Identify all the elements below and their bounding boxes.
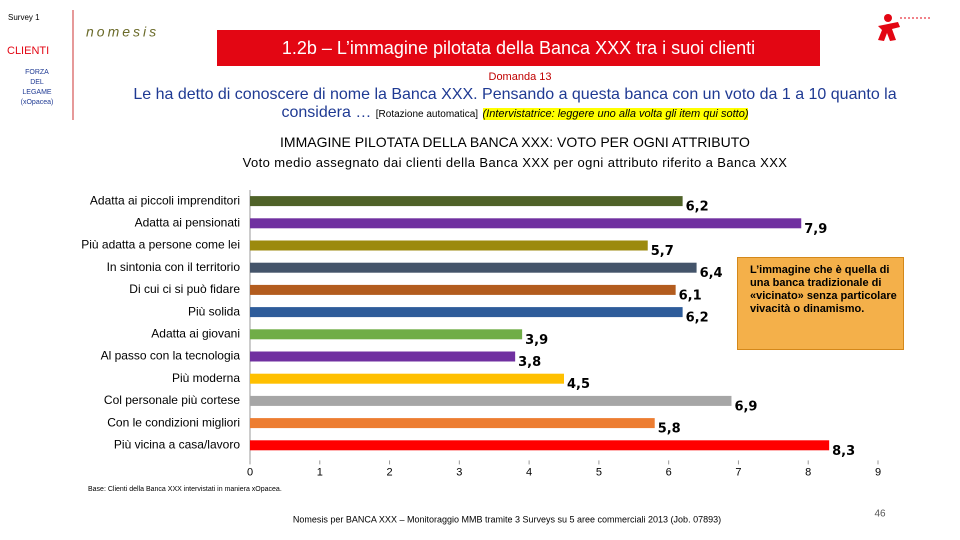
logo: nomesis <box>86 24 159 40</box>
value-label-bg <box>732 397 761 416</box>
bar <box>250 196 683 207</box>
survey-label: Survey 1 <box>8 13 40 22</box>
bar <box>250 284 676 295</box>
question: Le ha detto di conoscere di nome la Banc… <box>100 86 930 124</box>
value-label-group: 6,2 <box>683 309 712 328</box>
value-label-group: 6,9 <box>732 397 761 416</box>
category-label: Adatta ai piccoli imprenditori <box>90 193 240 207</box>
x-tick-label: 2 <box>386 466 392 478</box>
value-label: 5,8 <box>658 422 681 437</box>
value-label: 3,8 <box>518 355 541 370</box>
value-label: 6,2 <box>686 311 709 326</box>
x-tick-label: 6 <box>666 466 672 478</box>
bar <box>250 218 802 229</box>
bar <box>250 351 516 362</box>
base-note: Base: Clienti della Banca XXX intervista… <box>88 486 282 493</box>
value-label-group: 4,5 <box>565 375 593 394</box>
category-label: Col personale più cortese <box>104 393 240 407</box>
value-label-group: 3,8 <box>516 353 545 372</box>
value-label-bg <box>565 375 593 394</box>
value-label-group: 6,2 <box>683 198 712 217</box>
value-label-bg <box>523 331 552 350</box>
bar <box>250 373 564 384</box>
sidebar-text: DEL <box>30 79 44 86</box>
category-label: Più adatta a persone come lei <box>81 238 240 252</box>
value-label: 6,4 <box>700 266 723 281</box>
value-label: 4,5 <box>567 377 590 392</box>
interviewer-note: (Intervistatrice: leggere uno alla volta… <box>482 108 749 120</box>
value-label-bg <box>683 309 712 328</box>
value-label: 6,2 <box>686 200 709 215</box>
bar <box>250 440 830 451</box>
value-label-bg <box>683 198 712 217</box>
category-label: Con le condizioni migliori <box>107 415 240 429</box>
value-label-group: 6,4 <box>697 264 726 283</box>
slide-title: 1.2b – L’immagine pilotata della Banca X… <box>217 30 820 66</box>
value-label-group: 7,9 <box>802 220 831 239</box>
x-tick-label: 0 <box>247 466 253 478</box>
chart-subtitle: Voto medio assegnato dai clienti della B… <box>242 155 788 170</box>
value-label-bg <box>697 264 726 283</box>
annotation: L’immagine che è quella di una banca tra… <box>737 257 904 350</box>
x-tick-label: 5 <box>596 466 602 478</box>
value-label-bg <box>648 242 677 261</box>
logo-figure <box>878 14 930 41</box>
value-label-bg <box>802 220 831 239</box>
x-tick-label: 4 <box>526 466 532 478</box>
bar <box>250 240 648 251</box>
value-label: 5,7 <box>651 244 674 259</box>
bar <box>250 418 655 429</box>
category-label: Più solida <box>188 304 240 318</box>
value-label: 8,3 <box>832 444 855 459</box>
chart-title: IMMAGINE PILOTATA DELLA BANCA XXX: VOTO … <box>280 134 750 150</box>
footer: Nomesis per BANCA XXX – Monitoraggio MMB… <box>293 514 721 524</box>
value-label-group: 6,1 <box>676 286 705 305</box>
bar <box>250 262 697 273</box>
category-label: Più moderna <box>172 371 240 385</box>
value-label-bg <box>676 286 705 305</box>
value-label-group: 3,9 <box>523 331 552 350</box>
sidebar-text: FORZA <box>25 69 49 76</box>
value-label: 6,9 <box>734 399 757 414</box>
x-tick-label: 3 <box>456 466 462 478</box>
section-label: CLIENTI <box>7 45 49 57</box>
value-label-group: 5,8 <box>655 420 684 439</box>
value-label: 7,9 <box>804 222 827 237</box>
value-label: 6,1 <box>679 288 702 303</box>
value-label-group: 5,7 <box>648 242 677 261</box>
x-tick-label: 1 <box>317 466 323 478</box>
category-label: Più vicina a casa/lavoro <box>114 437 240 451</box>
x-tick-label: 9 <box>875 466 881 478</box>
category-label: In sintonia con il territorio <box>107 260 241 274</box>
sidebar-text: LEGAME <box>22 89 52 96</box>
category-label: Adatta ai pensionati <box>135 215 240 229</box>
page-number: 46 <box>874 509 886 520</box>
value-label-bg <box>655 420 684 439</box>
question-note: [Rotazione automatica] <box>375 109 479 120</box>
sidebar-text: (xOpacea) <box>21 99 54 106</box>
value-label-bg <box>516 353 545 372</box>
value-label-group: 8,3 <box>830 442 859 461</box>
category-label: Adatta ai giovani <box>151 326 240 340</box>
value-label-bg <box>830 442 859 461</box>
x-tick-label: 8 <box>805 466 811 478</box>
bar <box>250 329 523 340</box>
question-number: Domanda 13 <box>488 71 552 83</box>
question-text: Le ha detto di conoscere di nome la Banc… <box>133 86 897 121</box>
bar <box>250 395 732 406</box>
category-label: Al passo con la tecnologia <box>101 349 241 363</box>
value-label: 3,9 <box>525 333 548 348</box>
x-tick-label: 7 <box>735 466 741 478</box>
bar <box>250 307 683 318</box>
category-label: Di cui ci si può fidare <box>129 282 240 296</box>
